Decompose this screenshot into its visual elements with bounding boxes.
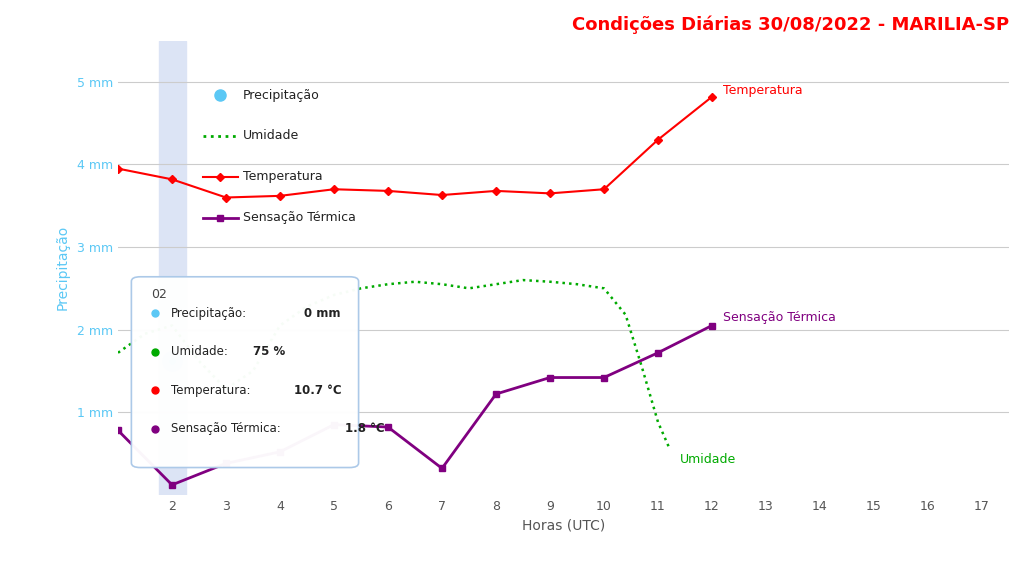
Text: Temperatura: Temperatura xyxy=(243,170,323,184)
Bar xyxy=(159,40,185,495)
Text: Sensação Térmica:: Sensação Térmica: xyxy=(171,422,281,435)
Text: Precipitação:: Precipitação: xyxy=(171,307,247,320)
Text: 10.7 °C: 10.7 °C xyxy=(294,384,341,397)
Text: Precipitação: Precipitação xyxy=(243,88,319,101)
X-axis label: Horas (UTC): Horas (UTC) xyxy=(522,518,605,532)
Text: Sensação Térmica: Sensação Térmica xyxy=(243,211,355,224)
Text: 02: 02 xyxy=(151,288,167,302)
Text: Umidade: Umidade xyxy=(680,453,736,466)
FancyBboxPatch shape xyxy=(131,277,358,467)
Text: 75 %: 75 % xyxy=(253,345,285,358)
Text: Umidade: Umidade xyxy=(243,129,299,142)
Y-axis label: Precipitação: Precipitação xyxy=(56,225,70,310)
Text: Condições Diárias 30/08/2022 - MARILIA-SP: Condições Diárias 30/08/2022 - MARILIA-S… xyxy=(571,15,1009,34)
Text: Sensação Térmica: Sensação Térmica xyxy=(723,311,836,324)
Text: Temperatura:: Temperatura: xyxy=(171,384,250,397)
Text: 0 mm: 0 mm xyxy=(304,307,340,320)
Text: Temperatura: Temperatura xyxy=(723,84,803,97)
Point xyxy=(164,356,180,365)
Text: Umidade:: Umidade: xyxy=(171,345,227,358)
Text: 1.8 °C: 1.8 °C xyxy=(345,422,384,435)
